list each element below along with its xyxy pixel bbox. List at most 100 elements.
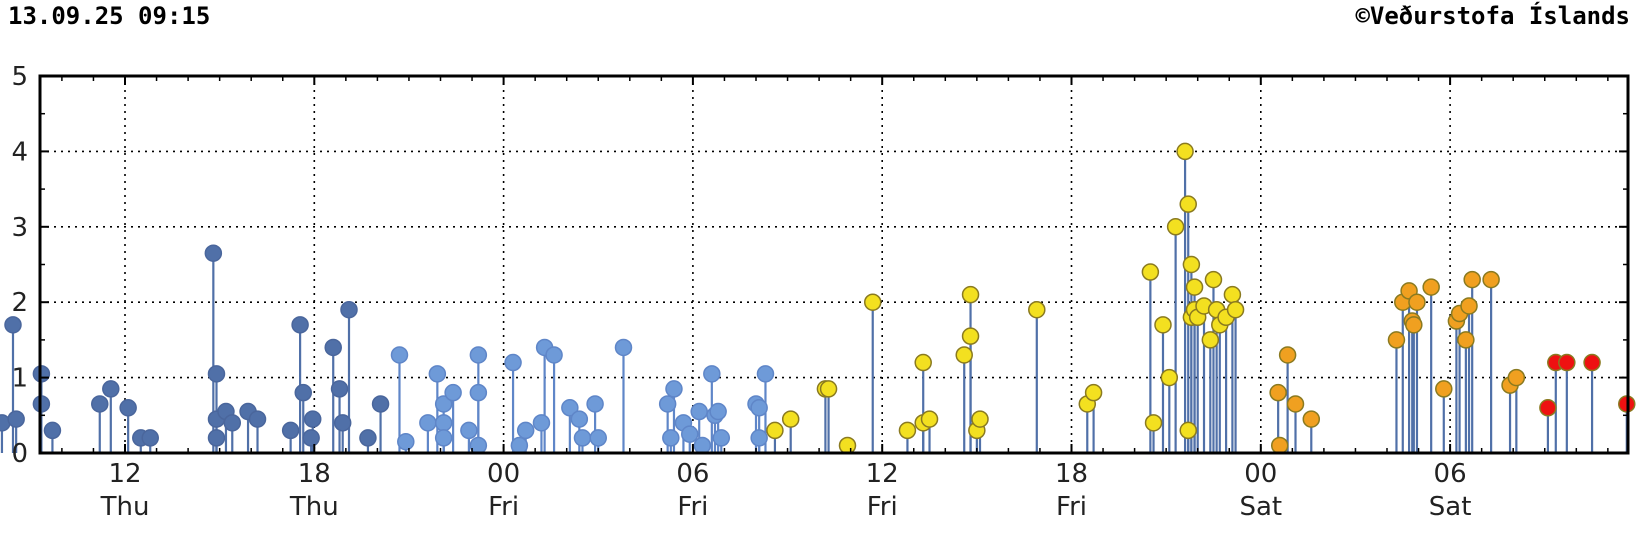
y-tick-label: 2 — [11, 288, 28, 318]
earthquake-marker — [961, 285, 980, 304]
earthquake-marker — [750, 429, 768, 447]
earthquake-marker — [207, 365, 226, 383]
x-tick-label-time: 12 — [108, 459, 141, 489]
x-tick-label-day: Sat — [1429, 492, 1472, 522]
earthquake-marker — [662, 429, 680, 447]
earthquake-marker — [573, 429, 592, 447]
x-tick-label-day: Fri — [1056, 492, 1087, 522]
earthquake-marker — [324, 338, 342, 357]
earthquake-marker — [419, 414, 437, 432]
markers — [0, 142, 1636, 455]
earthquake-marker — [1201, 331, 1220, 349]
earthquake-marker — [1160, 368, 1179, 387]
earthquake-marker — [1223, 285, 1242, 304]
earthquake-marker — [1185, 278, 1204, 296]
earthquake-marker — [1141, 263, 1160, 281]
earthquake-marker — [1558, 353, 1576, 372]
earthquake-marker — [207, 429, 226, 447]
x-tick-label-time: 06 — [676, 459, 709, 489]
earthquake-marker — [1539, 399, 1557, 417]
earthquake-marker — [570, 410, 589, 428]
earthquake-marker — [819, 380, 838, 398]
x-tick-label-day: Thu — [100, 492, 150, 522]
earthquake-marker — [561, 399, 579, 417]
earthquake-marker — [102, 380, 120, 398]
earthquake-marker — [434, 395, 453, 413]
timestamp: 13.09.25 09:15 — [8, 2, 211, 30]
earthquake-marker — [43, 421, 62, 440]
earthquake-marker — [340, 300, 358, 319]
earthquake-marker — [469, 346, 488, 364]
earthquake-marker — [1176, 142, 1194, 161]
earthquake-marker — [766, 421, 784, 440]
earthquake-marker — [1463, 270, 1481, 289]
earthquake-marker — [1166, 218, 1185, 236]
earthquake-marker — [4, 316, 22, 334]
earthquake-marker — [434, 429, 453, 447]
earthquake-marker — [680, 425, 699, 443]
earthquake-marker — [1278, 346, 1297, 364]
x-tick-label-time: 00 — [487, 459, 520, 489]
earthquake-marker — [1179, 195, 1197, 213]
earthquake-marker — [955, 346, 973, 364]
earthquake-marker — [545, 346, 563, 364]
earthquake-marker — [119, 399, 137, 417]
x-tick-label-day: Sat — [1239, 492, 1282, 522]
earthquake-marker — [516, 421, 535, 440]
earthquake-marker — [303, 410, 322, 428]
earthquake-marker — [1482, 270, 1500, 289]
y-tick-label: 3 — [11, 213, 28, 243]
earthquake-marker — [1286, 395, 1305, 413]
earthquake-marker — [920, 410, 939, 428]
earthquake-marker — [961, 327, 980, 345]
earthquake-marker — [444, 383, 462, 402]
earthquake-marker — [291, 316, 309, 334]
earthquake-marker — [1435, 380, 1453, 398]
earthquake-marker — [690, 402, 708, 421]
earthquake-marker — [914, 353, 932, 372]
earthquake-marker — [1028, 300, 1046, 319]
earthquake-marker — [204, 244, 223, 262]
earthquake-marker — [658, 395, 677, 413]
earthquake-marker — [359, 429, 377, 447]
x-tick-label-time: 06 — [1434, 459, 1467, 489]
earthquake-marker — [1507, 368, 1526, 387]
earthquake-marker — [504, 353, 522, 372]
earthquake-marker — [333, 414, 352, 432]
y-tick-label: 1 — [11, 364, 28, 394]
earthquake-marker — [223, 414, 242, 432]
copyright-label: ©Veðurstofa Íslands — [1355, 2, 1630, 30]
earthquake-marker — [532, 414, 551, 432]
earthquake-marker — [1457, 331, 1475, 349]
earthquake-marker — [1154, 316, 1172, 334]
earthquake-marker — [1084, 383, 1103, 402]
earthquake-marker — [1270, 436, 1289, 455]
earthquake-marker — [1387, 331, 1406, 349]
earthquake-marker — [1269, 383, 1287, 402]
x-tick-label-day: Fri — [867, 492, 898, 522]
x-tick-label-time: 18 — [298, 459, 331, 489]
earthquake-marker — [397, 432, 415, 451]
x-tick-label-day: Thu — [289, 492, 339, 522]
earthquake-marker — [614, 338, 633, 357]
earthquake-marker — [665, 380, 683, 398]
x-tick-label-day: Fri — [677, 492, 708, 522]
earthquake-marker — [281, 421, 300, 440]
earthquake-marker — [510, 436, 529, 455]
earthquake-marker — [248, 410, 267, 428]
earthquake-marker — [712, 429, 731, 447]
ticks — [40, 75, 1628, 454]
earthquake-marker — [1226, 300, 1245, 319]
earthquake-marker — [1460, 297, 1478, 315]
earthquake-marker — [589, 429, 607, 447]
earthquake-marker — [838, 436, 857, 455]
earthquake-marker — [863, 293, 882, 311]
x-tick-label-time: 18 — [1055, 459, 1088, 489]
earthquake-marker — [434, 414, 453, 432]
earthquake-marker — [781, 410, 800, 428]
earthquake-marker — [330, 380, 349, 398]
y-tick-label: 0 — [11, 439, 28, 469]
earthquake-marker — [469, 383, 488, 402]
x-tick-label-day: Fri — [488, 492, 519, 522]
